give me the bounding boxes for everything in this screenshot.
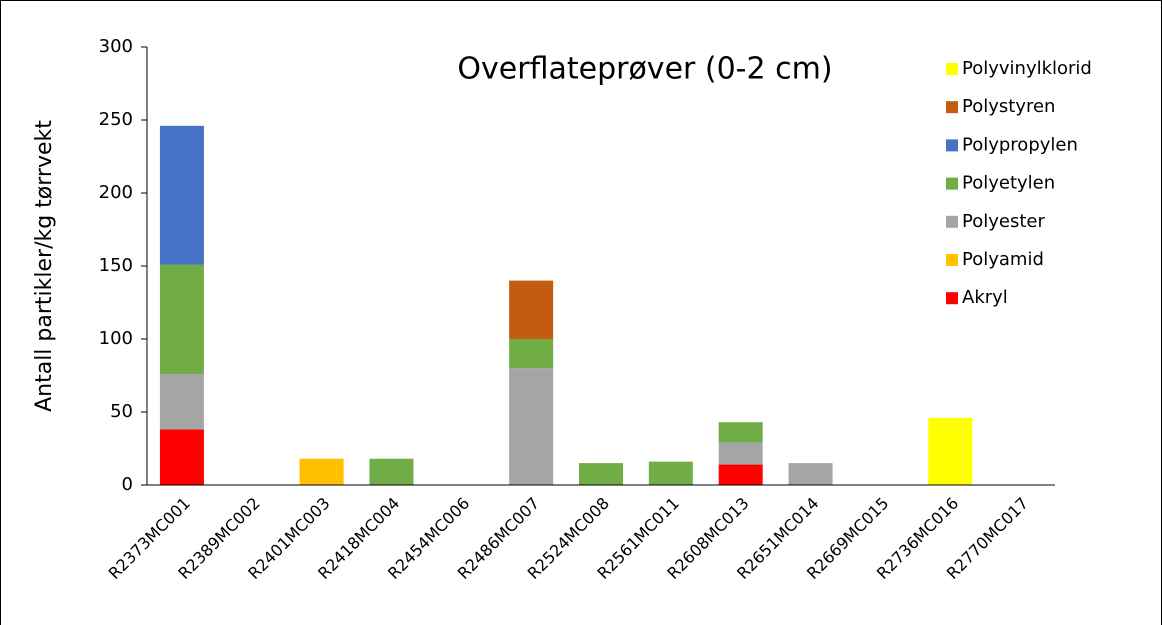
bar-segment (159, 264, 204, 375)
legend-label: Polyester (962, 211, 1045, 232)
bar-segment (718, 464, 763, 485)
legend-swatch (946, 139, 958, 152)
bar-segment (369, 458, 414, 485)
y-tick-label: 250 (99, 109, 133, 130)
y-tick-label: 150 (99, 255, 133, 276)
legend-swatch (946, 215, 958, 228)
bar-segment (159, 374, 204, 430)
bar-segment (928, 417, 973, 485)
y-axis-label: Antall partikler/kg tørrvekt (32, 120, 57, 412)
y-tick-label: 50 (110, 401, 133, 422)
bar-segment (509, 280, 554, 339)
legend-label: Akryl (962, 287, 1008, 308)
legend-label: Polystyren (962, 96, 1055, 117)
y-tick-label: 100 (99, 328, 133, 349)
chart-title: Overflateprøver (0-2 cm) (457, 52, 832, 87)
legend-swatch (946, 101, 958, 114)
legend-label: Polyvinylklorid (962, 58, 1092, 79)
y-tick-label: 300 (99, 36, 133, 57)
bar-segment (299, 458, 344, 485)
y-tick-label: 200 (99, 182, 133, 203)
bar-segment (718, 422, 763, 443)
bar-segment (159, 125, 204, 265)
legend-swatch (946, 254, 958, 266)
bar-segment (509, 339, 554, 369)
bar-segment (718, 442, 763, 465)
legend-swatch (946, 63, 958, 75)
legend-swatch (946, 292, 958, 305)
legend-label: Polyetylen (962, 173, 1055, 194)
bar-segment (579, 463, 623, 485)
bar-segment (159, 429, 204, 485)
y-tick-label: 0 (122, 474, 133, 495)
bar-segment (788, 463, 833, 485)
bar-segment (509, 368, 554, 485)
bar-segment (648, 461, 693, 485)
legend-label: Polyamid (962, 249, 1044, 270)
legend-label: Polypropylen (962, 134, 1078, 155)
legend-swatch (946, 177, 958, 190)
